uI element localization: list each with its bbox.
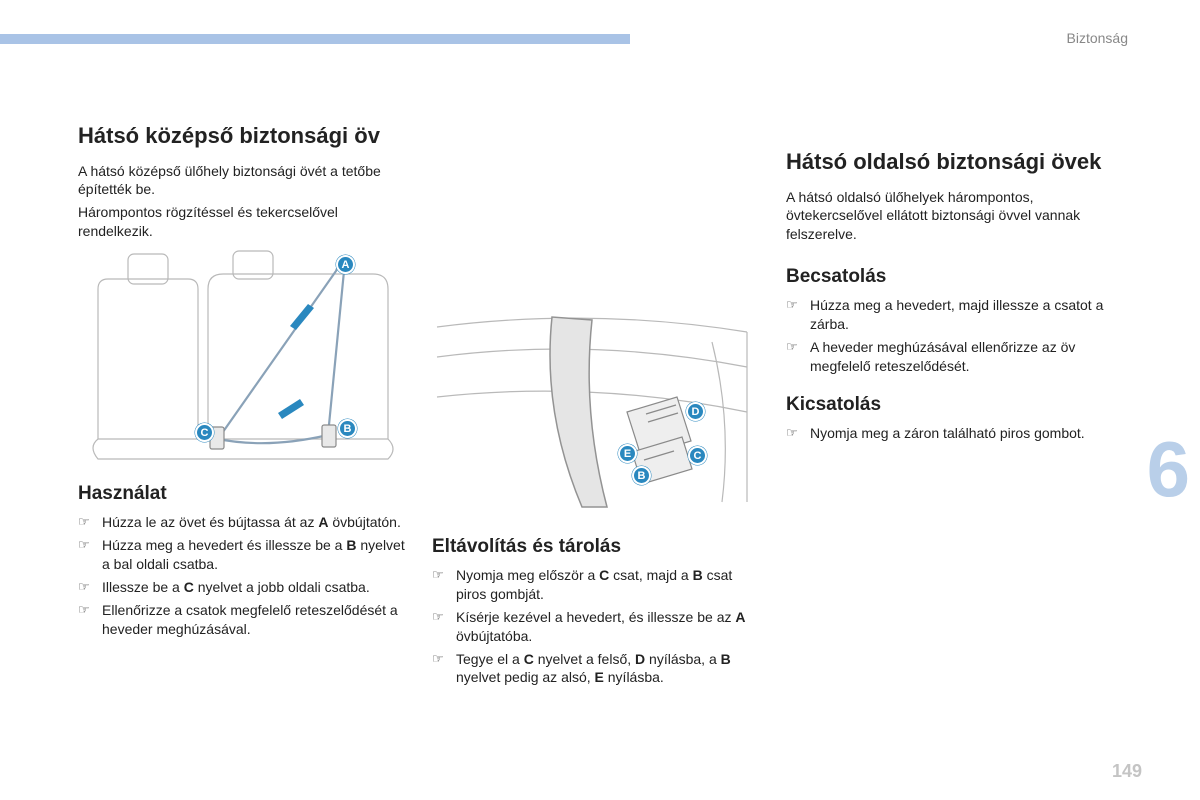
header-accent-bar: [0, 34, 630, 44]
marker-c-icon: C: [688, 446, 707, 465]
list-item: ☞Nyomja meg először a C csat, majd a B c…: [432, 566, 762, 604]
list-item: ☞Húzza meg a hevedert és illessze be a B…: [78, 536, 408, 574]
pointer-icon: ☞: [432, 566, 456, 604]
page-content: Hátsó középső biztonsági öv A hátsó közé…: [78, 122, 1122, 691]
col1-intro-2: Hárompontos rögzítéssel és tekercselővel…: [78, 203, 408, 241]
step-text: Illessze be a C nyelvet a jobb oldali cs…: [102, 578, 408, 597]
list-item: ☞Tegye el a C nyelvet a felső, D nyílásb…: [432, 650, 762, 688]
list-item: ☞Illessze be a C nyelvet a jobb oldali c…: [78, 578, 408, 597]
marker-c-icon: C: [195, 423, 214, 442]
col3-steps1: ☞Húzza meg a hevedert, majd illessze a c…: [786, 296, 1116, 376]
pointer-icon: ☞: [432, 608, 456, 646]
pointer-icon: ☞: [78, 578, 102, 597]
marker-a-icon: A: [336, 255, 355, 274]
list-item: ☞Húzza meg a hevedert, majd illessze a c…: [786, 296, 1116, 334]
pointer-icon: ☞: [432, 650, 456, 688]
col3-sub1: Becsatolás: [786, 266, 1116, 288]
pointer-icon: ☞: [78, 513, 102, 532]
marker-d-icon: D: [686, 402, 705, 421]
figure-rear-center-belt: A B C: [78, 249, 398, 469]
list-item: ☞Húzza le az övet és bújtassa át az A öv…: [78, 513, 408, 532]
pointer-icon: ☞: [786, 424, 810, 443]
col3-steps2: ☞Nyomja meg a záron található piros gomb…: [786, 424, 1116, 443]
pointer-icon: ☞: [786, 296, 810, 334]
step-text: A heveder meghúzásával ellenőrizze az öv…: [810, 338, 1116, 376]
chapter-number: 6: [1147, 430, 1190, 508]
marker-e-icon: E: [618, 444, 637, 463]
step-text: Húzza meg a hevedert, majd illessze a cs…: [810, 296, 1116, 334]
list-item: ☞Kísérje kezével a hevedert, és illessze…: [432, 608, 762, 646]
col1-intro-1: A hátsó középső ülőhely biztonsági övét …: [78, 162, 408, 200]
column-right: Hátsó oldalsó biztonsági övek A hátsó ol…: [786, 122, 1116, 691]
col1-steps: ☞Húzza le az övet és bújtassa át az A öv…: [78, 513, 408, 638]
col1-title: Hátsó középső biztonsági öv: [78, 122, 408, 150]
column-left: Hátsó középső biztonsági öv A hátsó közé…: [78, 122, 408, 691]
pointer-icon: ☞: [78, 601, 102, 639]
list-item: ☞Ellenőrizze a csatok megfelelő reteszel…: [78, 601, 408, 639]
figure-belt-storage: D C E B: [432, 302, 752, 522]
step-text: Nyomja meg először a C csat, majd a B cs…: [456, 566, 762, 604]
step-text: Húzza meg a hevedert és illessze be a B …: [102, 536, 408, 574]
col2-subheading: Eltávolítás és tárolás: [432, 536, 762, 558]
page-number: 149: [1112, 761, 1142, 782]
list-item: ☞A heveder meghúzásával ellenőrizze az ö…: [786, 338, 1116, 376]
pointer-icon: ☞: [78, 536, 102, 574]
col3-title: Hátsó oldalsó biztonsági övek: [786, 148, 1116, 176]
marker-b-icon: B: [632, 466, 651, 485]
list-item: ☞Nyomja meg a záron található piros gomb…: [786, 424, 1116, 443]
col2-steps: ☞Nyomja meg először a C csat, majd a B c…: [432, 566, 762, 687]
column-middle: D C E B Eltávolítás és tárolás ☞Nyomja m…: [432, 122, 762, 691]
step-text: Húzza le az övet és bújtassa át az A övb…: [102, 513, 408, 532]
section-label: Biztonság: [1067, 30, 1128, 46]
pointer-icon: ☞: [786, 338, 810, 376]
col3-intro: A hátsó oldalsó ülőhelyek hárompontos, ö…: [786, 188, 1116, 245]
step-text: Nyomja meg a záron található piros gombo…: [810, 424, 1116, 443]
marker-b-icon: B: [338, 419, 357, 438]
step-text: Ellenőrizze a csatok megfelelő reteszelő…: [102, 601, 408, 639]
spacer: [432, 122, 762, 294]
col1-subheading: Használat: [78, 483, 408, 505]
col3-sub2: Kicsatolás: [786, 394, 1116, 416]
step-text: Tegye el a C nyelvet a felső, D nyílásba…: [456, 650, 762, 688]
step-text: Kísérje kezével a hevedert, és illessze …: [456, 608, 762, 646]
